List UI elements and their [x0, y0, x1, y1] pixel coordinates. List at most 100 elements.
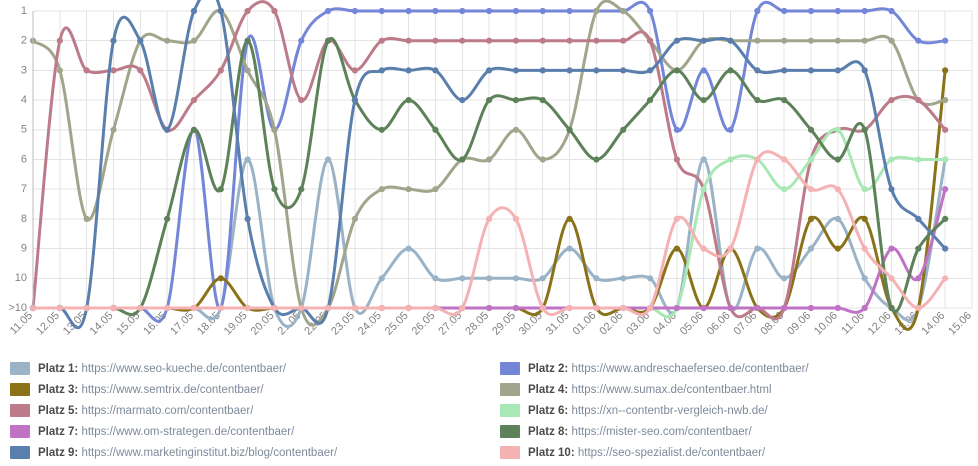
- data-point[interactable]: [459, 304, 466, 312]
- data-point[interactable]: [351, 215, 359, 222]
- data-point[interactable]: [781, 37, 788, 44]
- data-point[interactable]: [217, 186, 224, 193]
- data-point[interactable]: [593, 156, 600, 163]
- data-point[interactable]: [834, 126, 841, 133]
- data-point[interactable]: [942, 37, 949, 44]
- data-point[interactable]: [405, 245, 412, 252]
- data-point[interactable]: [432, 186, 439, 193]
- data-point[interactable]: [620, 67, 627, 74]
- data-point[interactable]: [351, 97, 359, 104]
- data-point[interactable]: [459, 156, 466, 163]
- legend-item[interactable]: Platz 1: https://www.seo-kueche.de/conte…: [10, 358, 490, 379]
- data-point[interactable]: [727, 37, 734, 44]
- data-point[interactable]: [861, 126, 868, 133]
- data-point[interactable]: [56, 37, 63, 44]
- data-point[interactable]: [566, 67, 573, 74]
- data-point[interactable]: [646, 304, 654, 312]
- data-point[interactable]: [888, 156, 895, 163]
- data-point[interactable]: [512, 97, 520, 104]
- data-point[interactable]: [405, 186, 412, 193]
- data-point[interactable]: [781, 186, 788, 193]
- data-point[interactable]: [459, 7, 466, 15]
- data-point[interactable]: [512, 304, 520, 312]
- data-point[interactable]: [673, 215, 680, 222]
- data-point[interactable]: [217, 7, 224, 15]
- data-point[interactable]: [432, 67, 439, 74]
- data-point[interactable]: [566, 126, 573, 133]
- data-point[interactable]: [566, 215, 573, 222]
- data-point[interactable]: [781, 97, 788, 104]
- data-point[interactable]: [137, 67, 144, 74]
- legend-item[interactable]: Platz 4: https://www.sumax.de/contentbae…: [500, 379, 978, 400]
- data-point[interactable]: [432, 275, 439, 282]
- data-point[interactable]: [298, 304, 305, 312]
- data-point[interactable]: [566, 245, 573, 252]
- data-point[interactable]: [888, 7, 895, 15]
- data-point[interactable]: [861, 67, 868, 74]
- data-point[interactable]: [539, 304, 546, 312]
- data-point[interactable]: [754, 97, 761, 104]
- data-point[interactable]: [807, 245, 815, 252]
- data-point[interactable]: [834, 67, 841, 74]
- data-point[interactable]: [512, 275, 520, 282]
- data-point[interactable]: [700, 97, 707, 104]
- data-point[interactable]: [164, 304, 171, 312]
- data-point[interactable]: [620, 304, 627, 312]
- data-point[interactable]: [942, 215, 949, 222]
- data-point[interactable]: [915, 156, 922, 163]
- data-point[interactable]: [754, 7, 761, 15]
- data-point[interactable]: [646, 7, 654, 15]
- legend-item[interactable]: Platz 8: https://mister-seo.com/contentb…: [500, 421, 978, 442]
- data-point[interactable]: [405, 304, 412, 312]
- data-point[interactable]: [405, 7, 412, 15]
- data-point[interactable]: [593, 7, 600, 15]
- data-point[interactable]: [485, 67, 493, 74]
- data-point[interactable]: [351, 304, 359, 312]
- data-point[interactable]: [432, 126, 439, 133]
- data-point[interactable]: [700, 37, 707, 44]
- data-point[interactable]: [271, 304, 278, 312]
- data-point[interactable]: [110, 126, 117, 133]
- data-point[interactable]: [244, 304, 251, 312]
- data-point[interactable]: [512, 37, 520, 44]
- legend-item[interactable]: Platz 9: https://www.marketinginstitut.b…: [10, 442, 490, 463]
- data-point[interactable]: [244, 67, 251, 74]
- data-point[interactable]: [727, 126, 734, 133]
- data-point[interactable]: [539, 97, 546, 104]
- data-point[interactable]: [539, 275, 546, 282]
- data-point[interactable]: [942, 97, 949, 104]
- data-point[interactable]: [566, 37, 573, 44]
- data-point[interactable]: [807, 215, 815, 222]
- data-point[interactable]: [888, 37, 895, 44]
- data-point[interactable]: [915, 37, 922, 44]
- data-point[interactable]: [325, 304, 332, 312]
- data-point[interactable]: [378, 67, 385, 74]
- legend-item[interactable]: Platz 3: https://www.semtrix.de/contentb…: [10, 379, 490, 400]
- data-point[interactable]: [539, 37, 546, 44]
- data-point[interactable]: [861, 7, 868, 15]
- data-point[interactable]: [942, 156, 949, 163]
- data-point[interactable]: [915, 97, 922, 104]
- data-point[interactable]: [566, 7, 573, 15]
- legend-item[interactable]: Platz 10: https://seo-spezialist.de/cont…: [500, 442, 978, 463]
- data-point[interactable]: [271, 7, 278, 15]
- data-point[interactable]: [700, 304, 707, 312]
- data-point[interactable]: [834, 37, 841, 44]
- data-point[interactable]: [888, 97, 895, 104]
- data-point[interactable]: [298, 37, 305, 44]
- data-point[interactable]: [646, 97, 654, 104]
- data-point[interactable]: [727, 245, 734, 252]
- data-point[interactable]: [807, 304, 815, 312]
- data-point[interactable]: [781, 275, 788, 282]
- data-point[interactable]: [190, 304, 198, 312]
- data-point[interactable]: [593, 37, 600, 44]
- data-point[interactable]: [834, 7, 841, 15]
- data-point[interactable]: [432, 37, 439, 44]
- data-point[interactable]: [861, 37, 868, 44]
- data-point[interactable]: [807, 7, 815, 15]
- data-point[interactable]: [593, 67, 600, 74]
- data-point[interactable]: [110, 37, 117, 44]
- data-point[interactable]: [646, 67, 654, 74]
- data-point[interactable]: [807, 186, 815, 193]
- legend-item[interactable]: Platz 2: https://www.andreschaeferseo.de…: [500, 358, 978, 379]
